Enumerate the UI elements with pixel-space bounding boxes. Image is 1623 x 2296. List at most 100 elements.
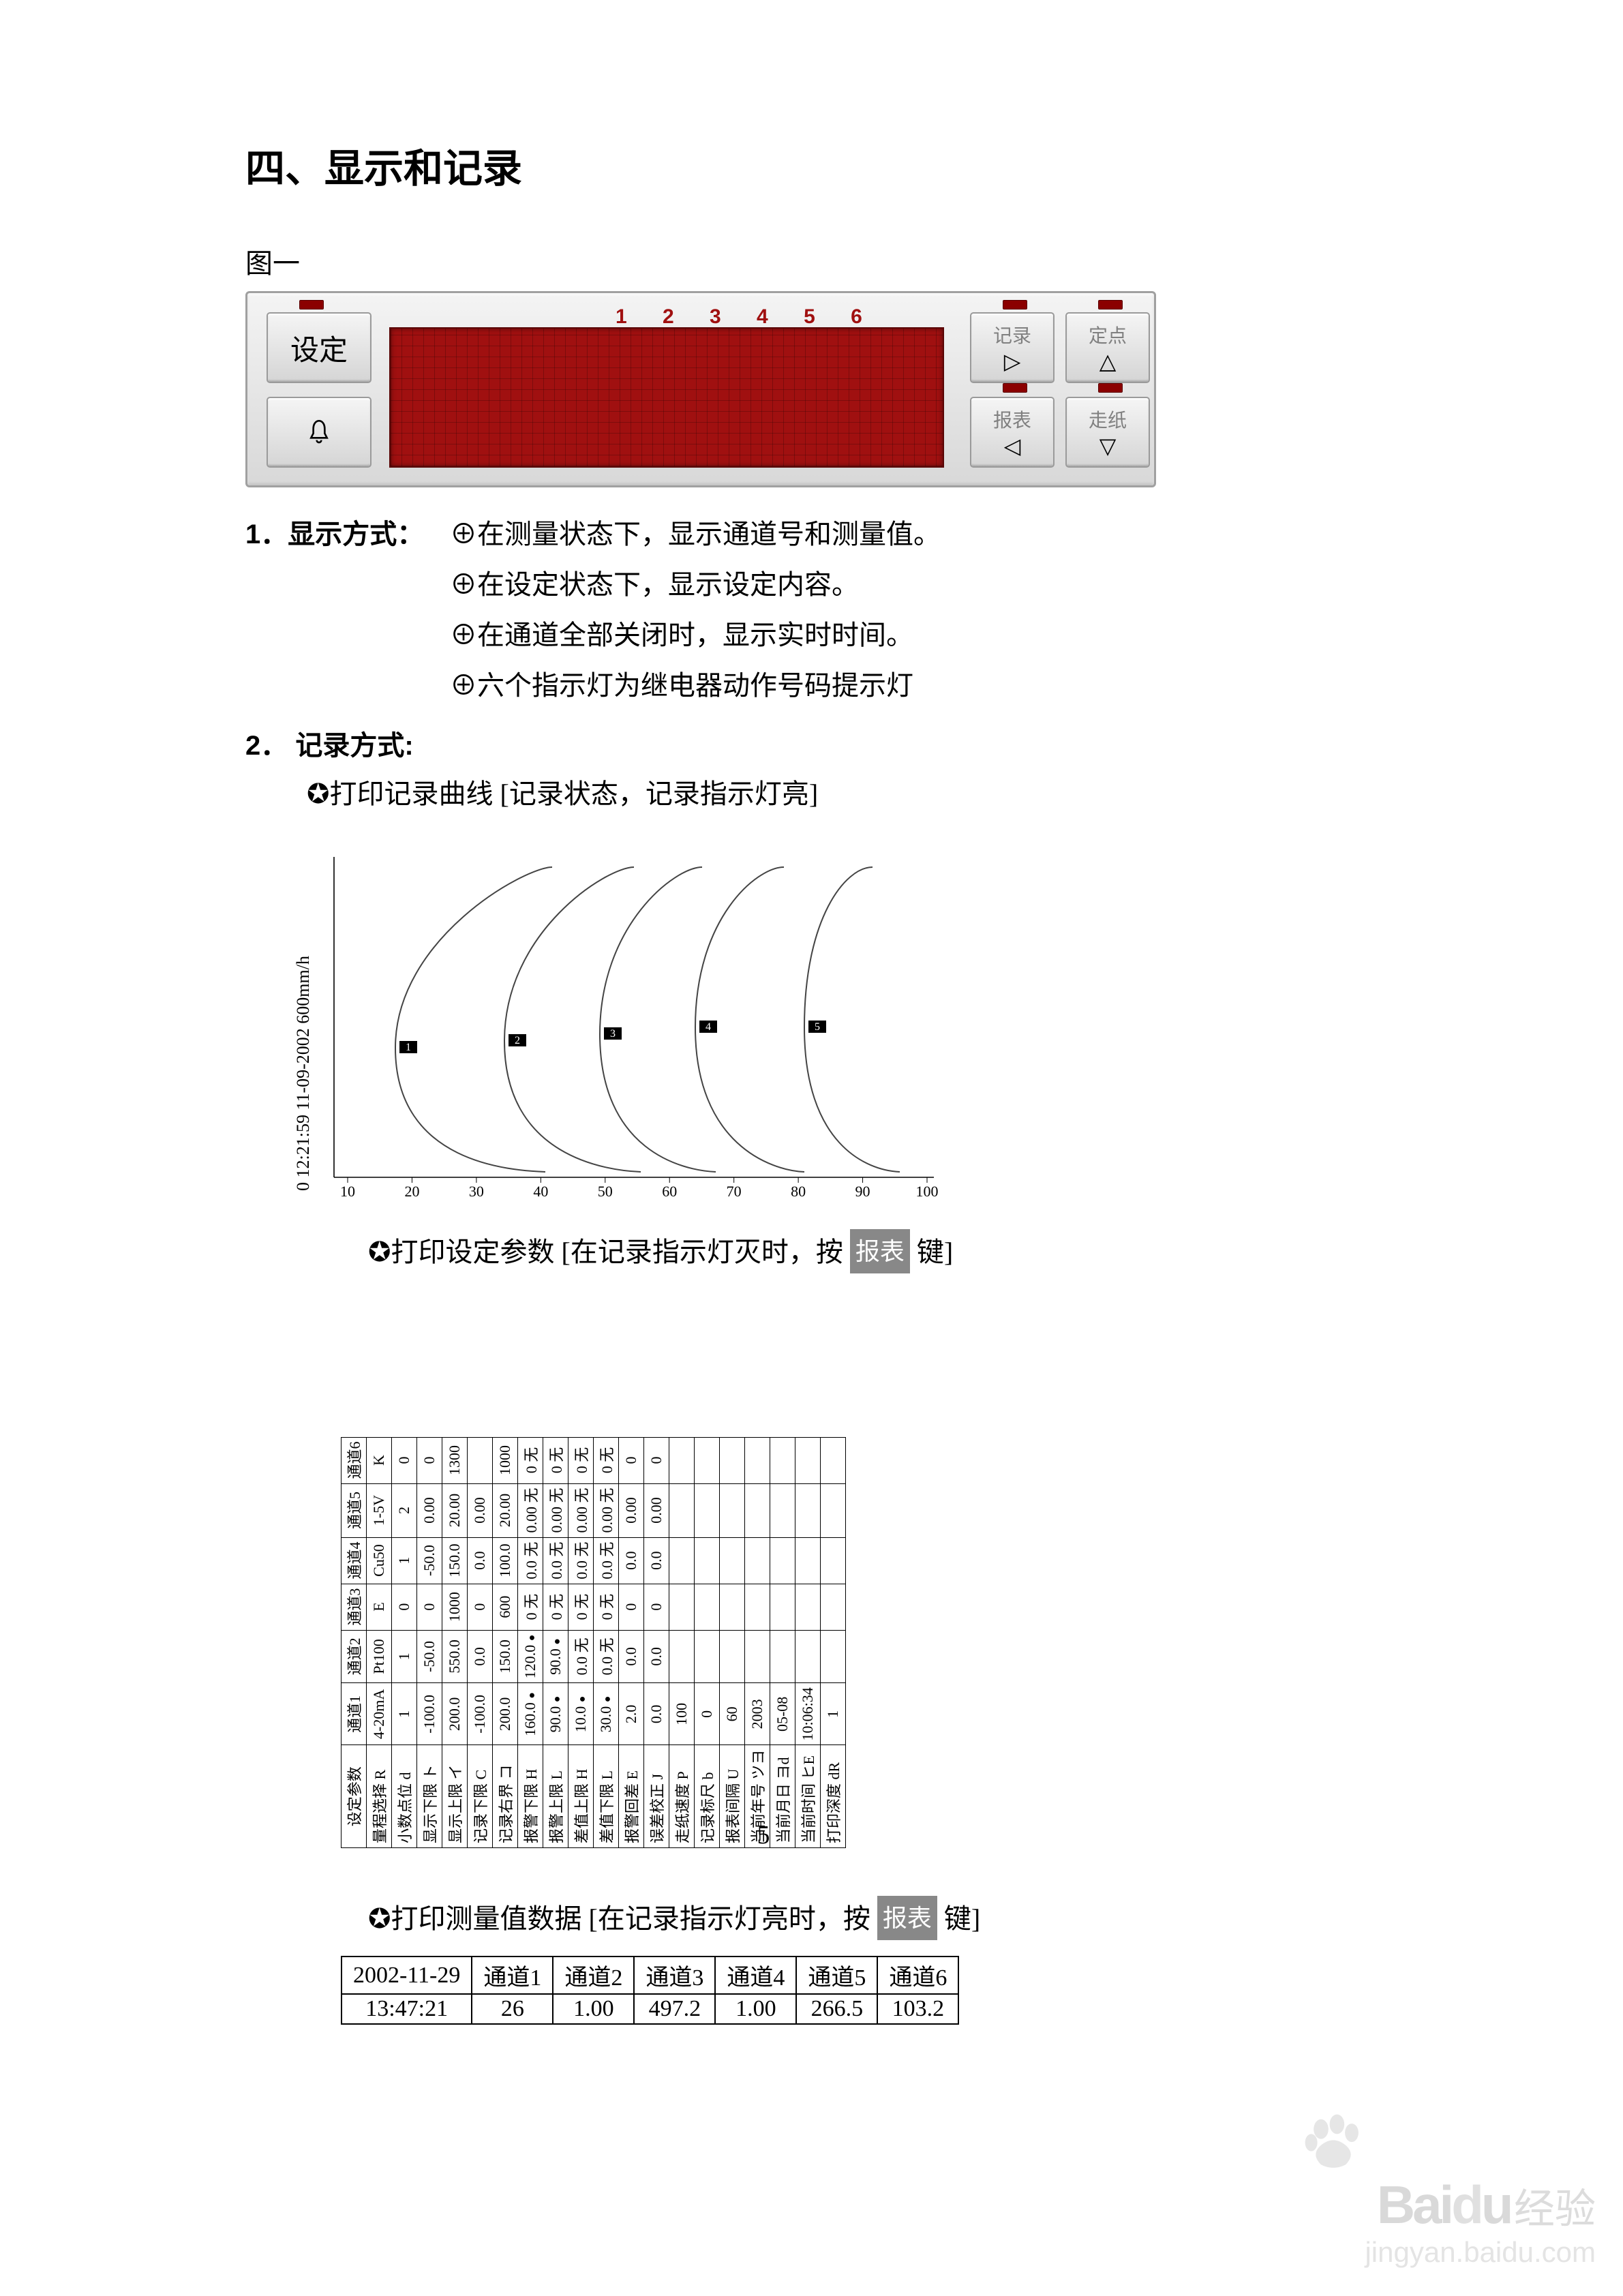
settings-cell [770,1437,795,1483]
settings-cell [795,1584,821,1630]
measure-cell: 通道6 [877,1957,958,1994]
settings-cell: Cu50 [367,1537,392,1584]
settings-cell: 0.0 [644,1537,669,1584]
measure-cell: 通道2 [553,1957,634,1994]
btn-bell[interactable] [267,397,371,468]
settings-cell [695,1630,720,1683]
measure-cell: 通道1 [472,1957,553,1994]
btn-set[interactable]: 设定 [267,312,371,383]
btn-record[interactable]: 记录 ▷ [970,312,1055,383]
settings-cell [720,1584,745,1630]
btn-report[interactable]: 报表 ◁ [970,397,1055,468]
settings-cell: 2 [392,1483,417,1537]
btn-fixpoint[interactable]: 定点 △ [1065,312,1150,383]
settings-cell: 0.00 [644,1483,669,1537]
device-panel-figure: 设定 1 2 3 4 5 6 记录 ▷ 定点 △ 报表 ◁ 走纸 [245,291,1156,487]
settings-cell: 1 [392,1683,417,1745]
svg-text:100: 100 [916,1183,939,1200]
settings-cell [745,1537,770,1584]
settings-cell [795,1483,821,1537]
settings-cell: 150.0 [442,1537,468,1584]
settings-cell [745,1630,770,1683]
settings-cell: 1000 [442,1584,468,1630]
page-number: 5 [245,1820,1281,1850]
settings-cell: 0 [644,1584,669,1630]
settings-cell: 60 [720,1683,745,1745]
led-record [1003,300,1027,309]
settings-cell: 1 [392,1537,417,1584]
svg-text:30: 30 [469,1183,484,1200]
lcd-digit-row: 1 2 3 4 5 6 [616,305,877,329]
settings-cell: 0 [392,1437,417,1483]
svg-text:4: 4 [706,1021,711,1033]
measure-cell: 1.00 [715,1994,796,2024]
settings-cell: 0.0 无 [568,1537,594,1584]
lcd-grid-display [389,327,944,468]
settings-cell: 1300 [442,1437,468,1483]
settings-cell: 0.0 无 [568,1630,594,1683]
section-1-title: 1．显示方式： [245,509,450,560]
measure-cell: 26 [472,1994,553,2024]
settings-cell [695,1584,720,1630]
s1-line-3: ⊕六个指示灯为继电器动作号码提示灯 [450,661,1281,711]
settings-cell: -50.0 [417,1630,442,1683]
settings-cell: 0.0 无 [518,1537,543,1584]
settings-cell: 0 [619,1584,644,1630]
bell-icon [305,419,333,446]
settings-cell: 90.0 ● [543,1630,568,1683]
settings-cell: 0.0 [644,1683,669,1745]
settings-cell: 0.00 [468,1483,493,1537]
inline-key-report-1: 报表 [850,1229,910,1273]
btn-fix-label: 定点 [1089,321,1127,348]
settings-cell [669,1584,695,1630]
settings-cell: 0 [644,1437,669,1483]
play-icon: ▷ [1004,348,1021,374]
settings-cell: 0.0 无 [543,1537,568,1584]
settings-cell: 160.0 ● [518,1683,543,1745]
print-curve-chart: 0 12:21:59 11-09-2002 600mm/h 1020304050… [307,836,988,1225]
settings-cell: 0 [619,1437,644,1483]
settings-cell [695,1537,720,1584]
svg-text:20: 20 [404,1183,419,1200]
settings-cell: 120.0 ● [518,1630,543,1683]
settings-cell [720,1537,745,1584]
svg-text:90: 90 [855,1183,870,1200]
settings-cell: 0 [695,1683,720,1745]
settings-cell [669,1483,695,1537]
settings-header-cell: 通道5 [342,1483,367,1537]
triangle-down-icon: ▽ [1099,433,1117,459]
svg-text:2: 2 [515,1035,520,1046]
settings-cell: 0 [417,1584,442,1630]
triangle-left-icon: ◁ [1004,433,1021,459]
measure-cell: 103.2 [877,1994,958,2024]
settings-cell [720,1437,745,1483]
settings-header-cell: 通道2 [342,1630,367,1683]
measure-cell: 1.00 [553,1994,634,2024]
settings-cell: 0.00 [417,1483,442,1537]
settings-cell: 20.00 [442,1483,468,1537]
settings-cell: 200.0 [493,1683,518,1745]
settings-cell [821,1537,846,1584]
settings-cell: 05-08 [770,1683,795,1745]
inline-key-report-2: 报表 [877,1896,937,1940]
svg-text:50: 50 [598,1183,613,1200]
settings-cell: 0.0 无 [594,1630,619,1683]
section-2: 2． 记录方式: ✪打印记录曲线 [记录状态，记录指示灯亮] [245,721,1281,817]
settings-cell: 1 [392,1630,417,1683]
settings-cell [669,1437,695,1483]
settings-cell: 550.0 [442,1630,468,1683]
triangle-up-icon: △ [1099,348,1117,374]
settings-cell: 1000 [493,1437,518,1483]
s2-line-b: ✪打印设定参数 [在记录指示灯灭时，按 报表 键] [307,1229,1281,1275]
settings-cell [770,1630,795,1683]
settings-cell [821,1584,846,1630]
led-paper [1098,383,1123,393]
settings-cell: 0.0 [468,1630,493,1683]
settings-cell: 0 [392,1584,417,1630]
settings-cell [695,1483,720,1537]
s1-line-0: ⊕在测量状态下，显示通道号和测量值。 [450,509,1281,560]
settings-cell: 0.00 无 [594,1483,619,1537]
s1-line-1: ⊕在设定状态下，显示设定内容。 [450,560,1281,610]
btn-paperfeed[interactable]: 走纸 ▽ [1065,397,1150,468]
measure-cell: 通道5 [796,1957,877,1994]
